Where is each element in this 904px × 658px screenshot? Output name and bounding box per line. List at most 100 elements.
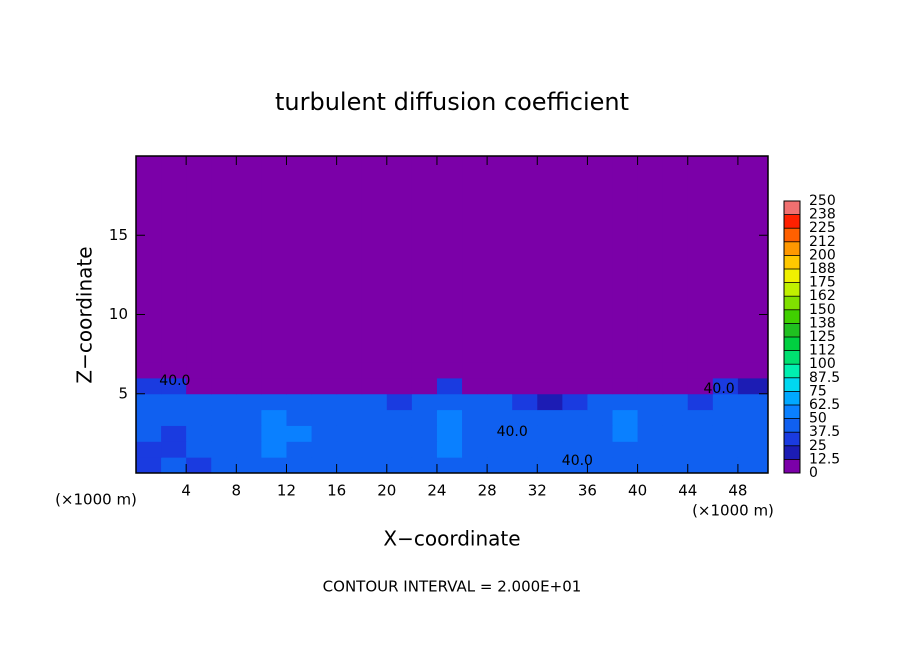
field-cell	[512, 156, 538, 363]
field-cell	[737, 156, 769, 363]
field-cell	[737, 377, 769, 395]
field-cell	[737, 409, 769, 426]
field-cell	[311, 393, 338, 411]
x-tick-label: 32	[528, 482, 547, 500]
field-cell	[537, 377, 563, 395]
x-tick-label: 28	[478, 482, 497, 500]
field-cell	[361, 457, 388, 474]
field-cell	[161, 393, 187, 411]
colorbar-label: 175	[809, 275, 836, 291]
field-cell	[211, 441, 237, 458]
y-tick-label: 10	[109, 305, 128, 323]
field-cell	[311, 362, 338, 379]
colorbar-label: 250	[809, 193, 836, 209]
y-unit-label: (×1000 m)	[55, 491, 137, 509]
field-cell	[587, 441, 614, 458]
field-cell	[136, 457, 162, 474]
field-cell	[712, 156, 739, 363]
field-cell	[211, 377, 237, 395]
field-cell	[386, 377, 413, 395]
x-tick-label: 36	[578, 482, 597, 500]
colorbar-label: 12.5	[809, 451, 840, 467]
x-tick-label: 8	[232, 482, 242, 500]
field-cell	[411, 425, 438, 442]
colorbar-band	[784, 309, 800, 324]
field-cell	[637, 156, 664, 363]
field-cell	[512, 425, 538, 442]
field-cell	[161, 457, 187, 474]
field-cell	[436, 425, 463, 442]
colorbar-band	[784, 350, 800, 365]
colorbar-band	[784, 337, 800, 351]
field-cell	[487, 393, 513, 411]
field-cell	[436, 441, 463, 458]
field-cell	[261, 156, 287, 363]
field-cell	[361, 362, 388, 379]
field-cell	[512, 409, 538, 426]
field-cell	[487, 441, 513, 458]
field-cell	[562, 441, 588, 458]
field-cell	[261, 425, 287, 442]
field-cell	[612, 409, 639, 426]
colorbar-label: 62.5	[809, 397, 840, 413]
footer: CONTOUR INTERVAL = 2.000E+01	[323, 578, 582, 596]
field-cell	[587, 393, 614, 411]
x-tick-label: 44	[678, 482, 697, 500]
field-cell	[662, 362, 689, 379]
field-cell	[361, 409, 388, 426]
colorbar-label: 150	[809, 302, 836, 318]
field-cell	[512, 393, 538, 411]
field-cell	[261, 393, 287, 411]
field-cell	[136, 393, 162, 411]
colorbar-label: 238	[809, 207, 836, 223]
field-cell	[286, 393, 313, 411]
contour-label: 40.0	[704, 381, 735, 397]
colorbar-band	[784, 282, 800, 297]
field-cell	[211, 457, 237, 474]
contour-label: 40.0	[159, 373, 190, 389]
field-cell	[462, 457, 488, 474]
x-tick-label: 4	[181, 482, 191, 500]
field-cell	[411, 441, 438, 458]
field-cell	[512, 362, 538, 379]
field-cell	[662, 425, 689, 442]
field-cell	[361, 441, 388, 458]
field-cell	[562, 362, 588, 379]
field-cell	[261, 409, 287, 426]
field-cell	[562, 457, 588, 474]
x-axis-label: X−coordinate	[383, 527, 520, 551]
field-cell	[462, 377, 488, 395]
colorbar-label: 100	[809, 356, 836, 372]
field-cell	[186, 377, 212, 395]
contour-label: 40.0	[562, 453, 593, 469]
field-cell	[411, 156, 438, 363]
field-cell	[411, 409, 438, 426]
field-cell	[612, 457, 639, 474]
field-cell	[662, 393, 689, 411]
field-cell	[186, 409, 212, 426]
field-cell	[687, 156, 714, 363]
field-cell	[336, 409, 363, 426]
colorbar-label: 50	[809, 411, 827, 427]
colorbar-band	[784, 214, 800, 229]
field-cell	[487, 425, 513, 442]
field-cell	[637, 377, 664, 395]
field-cell	[712, 425, 739, 442]
field-cell	[462, 156, 488, 363]
field-cell	[386, 409, 413, 426]
colorbar-band	[784, 255, 800, 269]
colorbar-label: 138	[809, 315, 836, 331]
field-cell	[587, 377, 614, 395]
field-cell	[512, 377, 538, 395]
field-cell	[687, 409, 714, 426]
x-unit-label: (×1000 m)	[692, 502, 774, 520]
field-cell	[562, 393, 588, 411]
field-cell	[336, 457, 363, 474]
field-cell	[236, 409, 262, 426]
field-cell	[737, 457, 769, 474]
field-cell	[161, 425, 187, 442]
field-cell	[211, 425, 237, 442]
field-cell	[537, 362, 563, 379]
colorbar-band	[784, 241, 800, 256]
